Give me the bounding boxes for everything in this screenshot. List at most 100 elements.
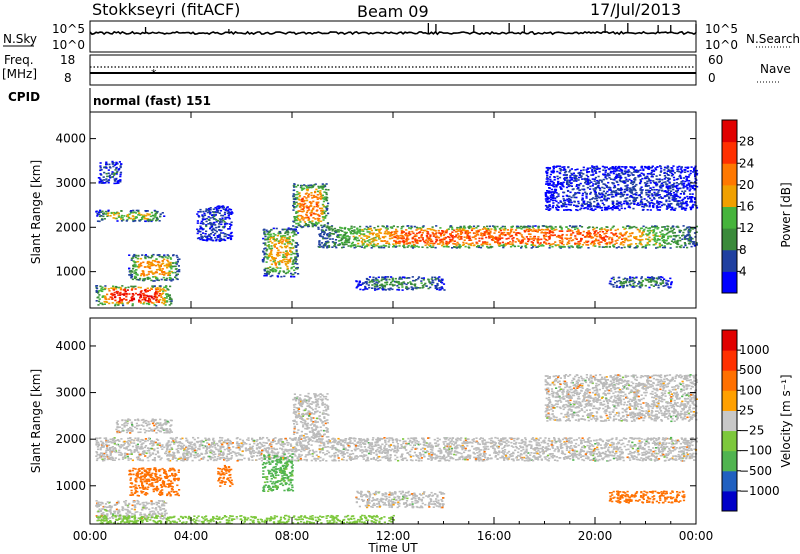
echo-cell [527, 230, 530, 233]
echo-cell [279, 260, 282, 262]
echo-cell [307, 223, 310, 226]
echo-cell [320, 224, 323, 227]
echo-cell [134, 217, 137, 219]
echo-cell [594, 245, 597, 247]
echo-cell [626, 193, 629, 196]
echo-cell [618, 232, 621, 235]
echo-cell [668, 200, 671, 202]
echo-cell [580, 246, 583, 248]
echo-cell [366, 240, 369, 242]
echo-cell [531, 242, 534, 244]
echo-cell [588, 171, 591, 173]
echo-cell [663, 169, 666, 171]
echo-cell [677, 178, 680, 180]
echo-cell [442, 234, 445, 237]
echo-cell [405, 240, 408, 242]
echo-cell [130, 285, 133, 288]
echo-cell [510, 228, 513, 230]
echo-cell [479, 234, 482, 236]
echo-cell [302, 205, 305, 207]
echo-cell [291, 247, 294, 250]
echo-cell [439, 279, 442, 282]
echo-cell [307, 194, 310, 197]
echo-cell [230, 213, 233, 215]
echo-cell [432, 246, 435, 248]
echo-cell [326, 246, 329, 249]
echo-cell [368, 276, 372, 278]
echo-cell [375, 233, 378, 236]
echo-cell [587, 244, 590, 246]
echo-cell [364, 245, 367, 248]
echo-cell [518, 232, 522, 235]
echo-cell [428, 237, 431, 239]
echo-cell [544, 193, 548, 195]
echo-cell [544, 198, 547, 200]
echo-cell [119, 288, 122, 291]
echo-cell [597, 196, 600, 199]
echo-cell [646, 209, 649, 211]
echo-cell [594, 197, 597, 200]
echo-cell [673, 195, 676, 197]
echo-cell [562, 198, 565, 200]
echo-cell [684, 243, 687, 245]
echo-cell [157, 260, 160, 263]
echo-cell [150, 296, 153, 299]
echo-cell [591, 169, 594, 171]
echo-cell [594, 183, 597, 185]
echo-cell [134, 277, 137, 280]
echo-cell [675, 197, 678, 200]
echo-cell [560, 182, 563, 184]
echo-cell [223, 213, 226, 216]
echo-cell [568, 197, 571, 200]
echo-cell [670, 169, 673, 172]
echo-cell [581, 197, 584, 199]
echo-cell [521, 226, 525, 229]
echo-cell [650, 193, 654, 195]
echo-cell [166, 288, 169, 290]
echo-cell [530, 247, 533, 249]
echo-cell [632, 186, 635, 188]
echo-cell [669, 235, 672, 237]
echo-cell [148, 261, 151, 264]
echo-cell [203, 218, 206, 220]
echo-cell [490, 235, 493, 237]
echo-cell [372, 280, 375, 283]
echo-cell [105, 167, 108, 169]
echo-cell [656, 235, 659, 237]
echo-cell [151, 214, 155, 217]
echo-cell [140, 213, 143, 216]
echo-cell [282, 270, 285, 272]
echo-cell [415, 279, 418, 281]
echo-cell [663, 172, 666, 174]
echo-cell [676, 184, 679, 187]
echo-cell [202, 223, 205, 225]
echo-cell [590, 207, 593, 210]
echo-cell [293, 232, 296, 234]
echo-cell [154, 292, 157, 294]
echo-cell [688, 228, 691, 230]
echo-cell [493, 227, 496, 229]
echo-cell [105, 178, 108, 180]
echo-cell [671, 173, 675, 176]
echo-cell [530, 244, 533, 246]
echo-cell [572, 239, 575, 241]
echo-cell [317, 228, 320, 230]
echo-cell [438, 287, 441, 289]
echo-cell [146, 255, 149, 258]
echo-cell [393, 284, 396, 286]
echo-cell [473, 244, 476, 246]
echo-cell [693, 167, 696, 169]
echo-cell [294, 228, 297, 231]
echo-cell [111, 171, 114, 173]
echo-cell [321, 203, 324, 206]
echo-cell [589, 204, 592, 207]
echo-cell [170, 302, 173, 305]
echo-cell [621, 238, 624, 240]
echo-cell [511, 242, 514, 244]
echo-cell [430, 278, 433, 280]
echo-cell [105, 301, 109, 304]
echo-cell [414, 234, 417, 236]
echo-cell [130, 289, 133, 291]
echo-cell [374, 283, 377, 286]
echo-cell [498, 238, 502, 241]
